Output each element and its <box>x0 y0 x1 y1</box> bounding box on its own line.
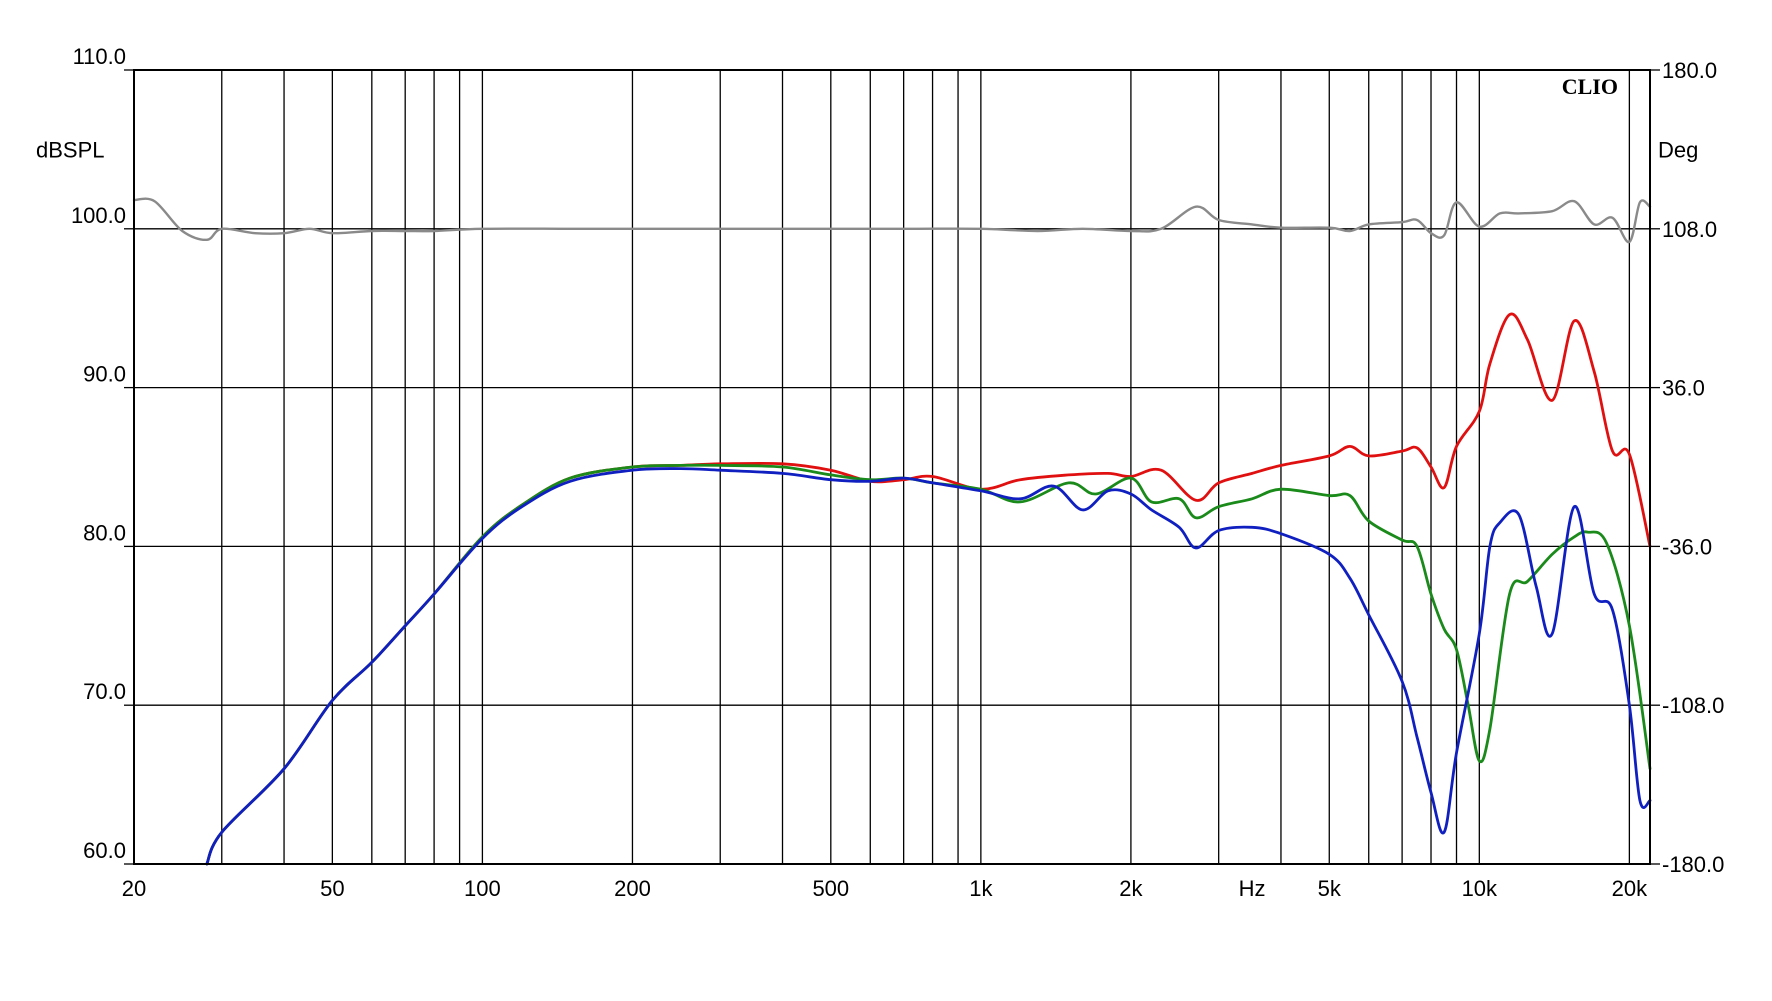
x-tick-label: 100 <box>464 876 501 901</box>
right-tick-label: 180.0 <box>1662 58 1717 83</box>
right-axis-ticks: -180.0 -108.0 -36.0 36.0 108.0 180.0 <box>1650 58 1724 877</box>
x-tick-label: 10k <box>1462 876 1498 901</box>
plot-frame <box>133 69 1651 865</box>
x-tick-label: 5k <box>1318 876 1342 901</box>
x-tick-label: 20 <box>122 876 146 901</box>
x-axis-ticks: 20 50 100 200 500 1k 2k 5k 10k 20k <box>122 876 1648 901</box>
left-tick-label: 100.0 <box>71 203 126 228</box>
brand-label: CLIO <box>1562 74 1618 99</box>
left-tick-label: 90.0 <box>83 362 126 387</box>
right-tick-label: -36.0 <box>1662 534 1712 559</box>
left-tick-label: 70.0 <box>83 679 126 704</box>
series-line <box>205 467 1652 866</box>
x-tick-label: 2k <box>1119 876 1143 901</box>
right-axis-unit: Deg <box>1658 137 1698 162</box>
left-axis-unit: dBSPL <box>36 137 105 162</box>
left-tick-label: 110.0 <box>73 44 126 69</box>
left-tick-label: 80.0 <box>83 520 126 545</box>
right-tick-label: 108.0 <box>1662 217 1717 242</box>
x-tick-label: 20k <box>1612 876 1648 901</box>
x-tick-label: 50 <box>320 876 344 901</box>
x-tick-label: 200 <box>614 876 651 901</box>
x-axis-unit: Hz <box>1239 876 1266 901</box>
left-axis-ticks: 60.0 70.0 80.0 90.0 100.0 110.0 <box>71 44 134 865</box>
right-tick-label: -108.0 <box>1662 693 1724 718</box>
x-tick-label: 1k <box>969 876 993 901</box>
right-tick-label: -180.0 <box>1662 852 1724 877</box>
left-tick-label: 60.0 <box>83 838 126 863</box>
right-tick-label: 36.0 <box>1662 376 1705 401</box>
series-line <box>132 197 1652 244</box>
x-tick-label: 500 <box>812 876 849 901</box>
series-group <box>132 197 1652 866</box>
